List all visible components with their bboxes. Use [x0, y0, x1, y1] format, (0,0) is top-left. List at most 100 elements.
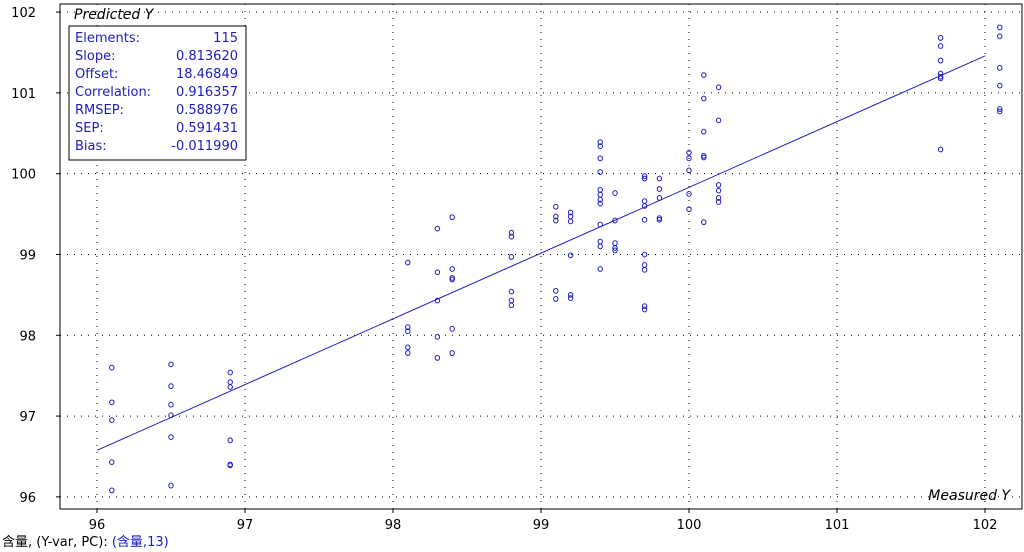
data-point — [168, 482, 174, 489]
data-point — [715, 84, 722, 91]
status-bar: 含量, (Y-var, PC): (含量,13) — [0, 534, 1024, 552]
data-point — [656, 215, 663, 222]
data-point — [567, 291, 574, 298]
data-point — [434, 269, 441, 276]
x-tick-label: 100 — [677, 518, 702, 533]
data-point — [449, 276, 455, 283]
y-tick-label: 97 — [19, 410, 36, 425]
data-point — [109, 364, 115, 371]
data-point — [109, 487, 115, 494]
data-point — [686, 206, 692, 213]
stats-value: 0.916357 — [176, 85, 238, 100]
y-tick-label: 101 — [11, 87, 36, 102]
stats-value: 115 — [213, 31, 238, 46]
stats-label: Elements: — [75, 31, 140, 46]
data-point — [449, 214, 455, 221]
data-point — [434, 355, 441, 361]
stats-label: SEP: — [75, 121, 104, 136]
data-point — [997, 82, 1003, 89]
data-point — [508, 254, 515, 260]
regression-line-path — [96, 55, 986, 451]
stats-box-frame — [68, 25, 247, 161]
data-point — [656, 186, 663, 192]
data-point — [597, 143, 603, 150]
x-tick-label: 98 — [385, 518, 402, 533]
data-point — [701, 219, 707, 226]
data-point — [168, 412, 174, 419]
y-tick-label: 96 — [19, 491, 36, 506]
data-point — [937, 43, 944, 49]
data-point — [612, 245, 618, 251]
stats-value: 18.46849 — [176, 67, 238, 82]
data-point — [641, 173, 648, 180]
data-point — [109, 417, 115, 424]
data-point — [641, 175, 648, 182]
data-point — [656, 195, 663, 201]
data-point — [686, 190, 692, 197]
data-point — [434, 297, 441, 304]
data-point — [597, 196, 603, 203]
x-tick-label: 97 — [237, 518, 254, 533]
data-point — [227, 369, 233, 376]
data-point — [937, 35, 944, 41]
stats-box: Elements: 115 Slope: 0.813620 Offset: 18.4684… — [68, 25, 247, 161]
data-point — [553, 296, 559, 302]
data-point — [567, 209, 574, 216]
plot-frame — [59, 3, 1023, 510]
data-point — [701, 72, 707, 79]
data-point — [109, 459, 115, 466]
stats-label: Slope: — [75, 49, 115, 64]
data-point — [997, 106, 1003, 112]
data-point — [997, 33, 1003, 40]
data-point — [597, 155, 603, 162]
data-point — [405, 344, 411, 351]
data-point — [567, 252, 574, 259]
data-point — [168, 361, 174, 368]
tick-labels: 96 97 98 99 100 101 102 96 97 98 99 100 101 102 — [11, 6, 997, 533]
status-text: 含量, (Y-var, PC): — [2, 535, 112, 550]
data-point — [405, 324, 411, 331]
x-axis-label: Measured Y — [928, 488, 1011, 504]
data-point — [553, 287, 559, 294]
data-point — [641, 251, 648, 258]
data-point — [597, 169, 603, 175]
data-point — [701, 95, 707, 102]
stats-label: Correlation: — [75, 85, 151, 100]
data-point — [405, 259, 411, 266]
data-point — [641, 266, 648, 273]
data-point — [597, 243, 603, 250]
stats-label: Bias: — [75, 139, 107, 154]
stats-value: 0.591431 — [176, 121, 238, 136]
data-point — [997, 24, 1003, 31]
stats-value: 0.813620 — [176, 49, 238, 64]
data-point — [434, 225, 441, 232]
x-tick-label: 101 — [825, 518, 850, 533]
data-point — [641, 203, 648, 209]
data-point — [686, 167, 692, 174]
data-point — [227, 437, 233, 444]
data-point — [168, 434, 174, 440]
stats-value: 0.588976 — [176, 103, 238, 118]
data-point — [508, 288, 515, 295]
y-axis-label: Predicted Y — [74, 7, 155, 23]
data-point — [641, 303, 648, 310]
data-point — [701, 128, 707, 135]
data-point — [686, 155, 692, 162]
data-point — [168, 401, 174, 408]
y-tick-label: 99 — [19, 248, 36, 263]
data-point — [508, 233, 515, 240]
data-point — [434, 333, 441, 340]
data-point — [715, 199, 722, 205]
stats-label: RMSEP: — [75, 103, 124, 118]
x-tick-label: 96 — [89, 518, 106, 533]
data-point — [612, 190, 618, 196]
data-point — [405, 350, 411, 356]
data-point — [405, 328, 411, 335]
data-point — [937, 57, 944, 64]
data-point — [553, 213, 559, 220]
data-point — [597, 139, 603, 146]
data-point — [641, 306, 648, 313]
data-points — [109, 24, 1003, 494]
status-highlight: (含量,13) — [111, 535, 169, 550]
